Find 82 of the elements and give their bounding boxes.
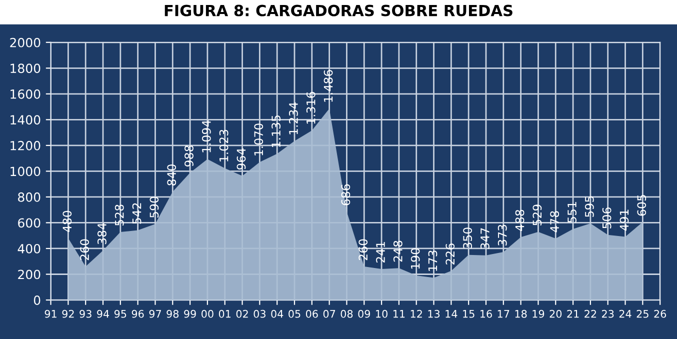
data-label: 384 xyxy=(97,223,106,244)
data-label: 480 xyxy=(62,210,72,232)
x-tick-label: 05 xyxy=(288,310,300,318)
data-label: 190 xyxy=(410,248,420,269)
data-label: 528 xyxy=(114,204,124,226)
data-label: 478 xyxy=(550,211,560,232)
data-label: 241 xyxy=(376,242,385,263)
x-tick-label: 17 xyxy=(498,310,510,318)
data-label: 686 xyxy=(341,184,350,206)
x-tick-label: 93 xyxy=(80,310,92,318)
data-label: 595 xyxy=(584,196,594,217)
x-tick-label: 04 xyxy=(271,310,284,318)
data-label: 551 xyxy=(568,202,576,223)
x-tick-label: 94 xyxy=(97,310,110,318)
x-tick-label: 19 xyxy=(532,310,544,318)
data-label: 840 xyxy=(167,164,176,186)
x-tick-label: 00 xyxy=(202,310,214,318)
x-tick-label: 06 xyxy=(306,310,318,318)
data-label: 350 xyxy=(463,228,472,248)
y-tick-label: 600 xyxy=(18,218,40,228)
x-tick-label: 21 xyxy=(567,310,579,318)
data-label: 260 xyxy=(80,239,90,260)
data-label: 347 xyxy=(480,228,490,249)
x-tick-label: 25 xyxy=(636,310,648,318)
x-tick-label: 14 xyxy=(446,310,458,318)
data-label: 506 xyxy=(602,207,612,228)
x-tick-label: 95 xyxy=(114,310,126,318)
data-label: 226 xyxy=(446,244,455,264)
x-tick-label: 02 xyxy=(236,310,248,318)
x-tick-label: 20 xyxy=(550,310,562,318)
x-tick-label: 23 xyxy=(602,310,614,318)
data-label: 542 xyxy=(132,203,142,224)
x-tick-label: 91 xyxy=(44,310,56,318)
x-tick-label: 18 xyxy=(515,310,527,318)
data-label: 590 xyxy=(150,196,159,218)
x-tick-label: 92 xyxy=(62,310,74,318)
data-label: 173 xyxy=(428,250,438,271)
x-tick-label: 12 xyxy=(410,310,422,318)
data-label: 373 xyxy=(498,224,507,246)
x-tick-label: 13 xyxy=(428,310,440,318)
data-label: 529 xyxy=(532,204,542,226)
y-tick-label: 400 xyxy=(18,244,40,254)
data-label: 1.070 xyxy=(254,124,264,156)
y-tick-label: 2000 xyxy=(10,38,40,48)
x-tick-label: 07 xyxy=(323,310,336,318)
x-tick-label: 99 xyxy=(184,310,196,318)
x-tick-label: 10 xyxy=(376,310,388,318)
data-label: 1.023 xyxy=(219,130,228,162)
x-tick-label: 11 xyxy=(393,310,405,318)
chart-title: FIGURA 8: CARGADORAS SOBRE RUEDAS xyxy=(164,4,512,16)
y-tick-label: 1400 xyxy=(10,115,40,125)
y-tick-label: 200 xyxy=(18,270,40,280)
data-label: 1.135 xyxy=(272,115,281,147)
x-tick-label: 15 xyxy=(463,310,474,318)
x-tick-label: 98 xyxy=(166,310,179,318)
x-tick-label: 22 xyxy=(584,310,596,318)
data-label: 491 xyxy=(620,210,629,231)
x-tick-label: 03 xyxy=(254,310,266,318)
data-label: 605 xyxy=(637,195,646,216)
x-tick-label: 01 xyxy=(218,310,231,318)
x-tick-label: 24 xyxy=(619,310,632,318)
y-tick-label: 800 xyxy=(18,192,40,202)
x-tick-label: 96 xyxy=(132,310,144,318)
data-label: 1.486 xyxy=(324,70,333,102)
data-label: 1.316 xyxy=(306,92,316,124)
data-label: 964 xyxy=(236,148,246,170)
data-label: 988 xyxy=(184,145,194,166)
data-label: 248 xyxy=(393,240,402,262)
y-tick-label: 0 xyxy=(34,295,40,305)
data-label: 260 xyxy=(358,239,368,260)
data-label: 1.234 xyxy=(288,102,298,134)
x-tick-label: 26 xyxy=(654,310,666,318)
x-tick-label: 16 xyxy=(480,310,492,318)
y-tick-label: 1000 xyxy=(10,166,40,176)
y-tick-label: 1200 xyxy=(10,140,40,150)
x-tick-label: 97 xyxy=(149,310,161,318)
y-tick-label: 1600 xyxy=(10,89,40,99)
x-tick-label: 09 xyxy=(358,310,370,318)
y-tick-label: 1800 xyxy=(10,64,40,74)
x-tick-label: 08 xyxy=(340,310,353,318)
data-label: 488 xyxy=(515,210,524,232)
data-label: 1.094 xyxy=(202,120,211,152)
